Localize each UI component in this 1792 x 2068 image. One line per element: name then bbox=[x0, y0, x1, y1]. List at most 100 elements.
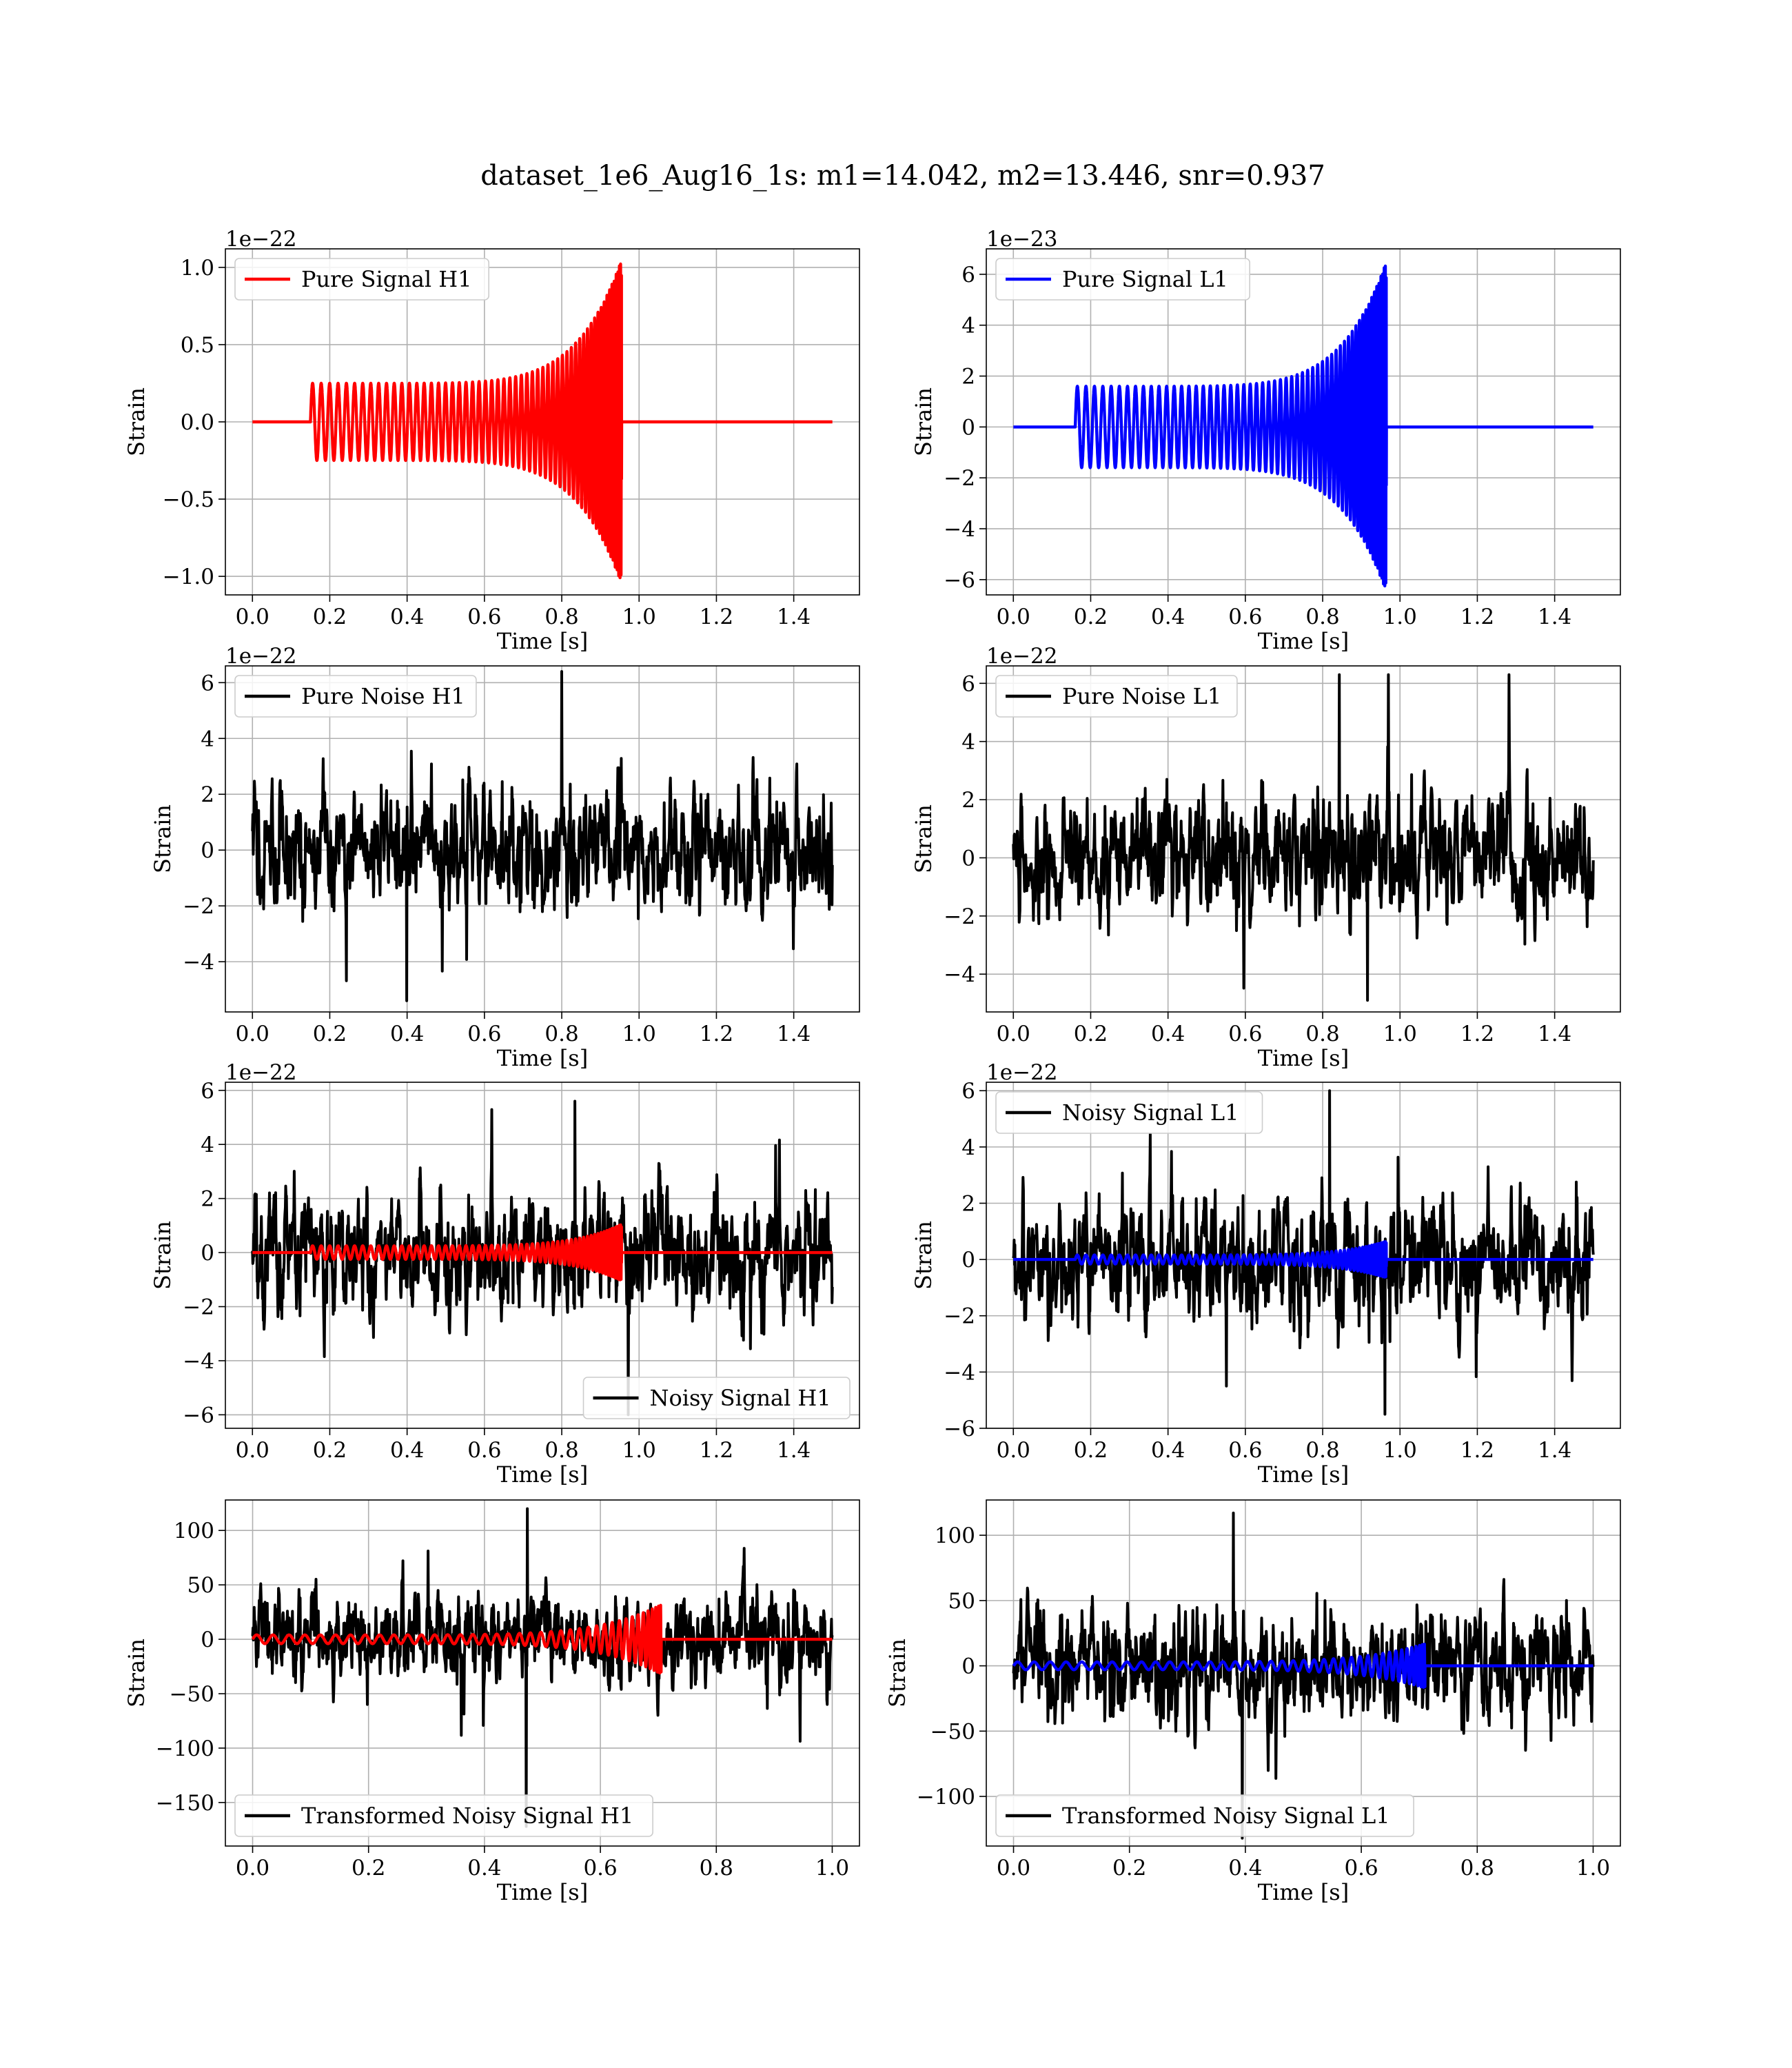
legend: Pure Signal L1 bbox=[995, 258, 1251, 301]
y-tick-label: 0 bbox=[201, 1628, 214, 1652]
series-group bbox=[251, 670, 834, 1002]
y-tick-label: −100 bbox=[917, 1785, 975, 1810]
y-tick-label: −2 bbox=[944, 1304, 975, 1329]
y-tick-label: 2 bbox=[961, 1191, 975, 1216]
y-tick-label: −150 bbox=[156, 1791, 214, 1816]
y-tick-label: 6 bbox=[961, 1079, 975, 1104]
x-tick-label: 0.2 bbox=[1074, 1438, 1108, 1463]
y-offset-text: 1e−22 bbox=[225, 227, 297, 252]
y-tick-label: −0.5 bbox=[163, 487, 214, 512]
y-tick-label: 4 bbox=[201, 727, 214, 751]
x-tick-label: 1.2 bbox=[1460, 1022, 1494, 1046]
y-axis-label: Strain bbox=[150, 1221, 176, 1290]
y-tick-label: −4 bbox=[944, 962, 975, 987]
y-tick-label: −50 bbox=[170, 1682, 214, 1707]
y-tick-label: −100 bbox=[156, 1736, 214, 1761]
y-tick-label: 100 bbox=[935, 1523, 975, 1548]
legend-label: Noisy Signal H1 bbox=[650, 1385, 831, 1411]
signal-line-1 bbox=[1012, 1643, 1594, 1689]
x-tick-label: 1.2 bbox=[1460, 1438, 1494, 1463]
axes-frame bbox=[986, 1499, 1621, 1847]
y-tick-label: −4 bbox=[944, 1360, 975, 1385]
legend-box bbox=[234, 1794, 653, 1837]
x-axis-label: Time [s] bbox=[497, 1879, 588, 1905]
x-tick-label: 0.8 bbox=[1305, 605, 1339, 629]
y-tick-label: 0.5 bbox=[181, 333, 214, 358]
y-tick-label: 4 bbox=[201, 1133, 214, 1157]
legend: Noisy Signal L1 bbox=[995, 1091, 1263, 1134]
x-tick-label: 0.4 bbox=[1228, 1856, 1262, 1881]
x-tick-label: 0.2 bbox=[313, 1438, 347, 1463]
legend-box bbox=[234, 675, 477, 718]
x-tick-label: 0.0 bbox=[997, 1438, 1030, 1463]
x-tick-label: 0.2 bbox=[1112, 1856, 1146, 1881]
x-tick-label: 0.6 bbox=[1228, 605, 1262, 629]
x-tick-label: 1.0 bbox=[1383, 605, 1417, 629]
x-tick-label: 0.4 bbox=[467, 1856, 501, 1881]
x-tick-label: 0.0 bbox=[236, 1856, 269, 1881]
x-tick-label: 0.0 bbox=[236, 605, 269, 629]
x-tick-label: 0.4 bbox=[1151, 605, 1185, 629]
y-tick-label: −2 bbox=[944, 904, 975, 929]
series-group bbox=[1012, 673, 1595, 1002]
series-group bbox=[251, 1507, 834, 1828]
legend-label: Pure Signal H1 bbox=[301, 266, 472, 292]
figure-title: dataset_1e6_Aug16_1s: m1=14.042, m2=13.4… bbox=[480, 160, 1325, 192]
x-tick-label: 0.2 bbox=[313, 605, 347, 629]
y-tick-label: −6 bbox=[944, 1417, 975, 1441]
x-tick-label: 1.0 bbox=[1383, 1022, 1417, 1046]
y-offset-text: 1e−22 bbox=[225, 1060, 297, 1085]
signal-line-0 bbox=[1013, 264, 1594, 588]
x-axis-label: Time [s] bbox=[1258, 1879, 1349, 1905]
x-tick-label: 0.6 bbox=[467, 1022, 501, 1046]
axes-frame bbox=[225, 1082, 860, 1429]
legend-box bbox=[582, 1377, 851, 1419]
legend-label: Transformed Noisy Signal H1 bbox=[301, 1803, 633, 1829]
grid bbox=[225, 1082, 859, 1428]
y-tick-label: −2 bbox=[183, 1295, 214, 1320]
x-tick-label: 0.8 bbox=[1305, 1438, 1339, 1463]
x-tick-label: 1.0 bbox=[815, 1856, 849, 1881]
x-tick-label: 0.6 bbox=[583, 1856, 617, 1881]
x-axis-label: Time [s] bbox=[1258, 1461, 1349, 1488]
x-tick-label: 0.4 bbox=[390, 1022, 424, 1046]
x-tick-label: 0.8 bbox=[544, 605, 578, 629]
y-axis-label: Strain bbox=[910, 804, 937, 873]
y-offset-text: 1e−22 bbox=[986, 1060, 1058, 1085]
series-group bbox=[1013, 264, 1594, 588]
y-tick-label: −6 bbox=[183, 1403, 214, 1428]
x-tick-label: 0.2 bbox=[313, 1022, 347, 1046]
x-tick-label: 0.2 bbox=[1074, 1022, 1108, 1046]
x-tick-label: 0.0 bbox=[997, 1022, 1030, 1046]
legend-box bbox=[995, 1794, 1414, 1837]
axes-frame bbox=[986, 665, 1621, 1013]
legend: Pure Noise H1 bbox=[234, 675, 477, 718]
x-tick-label: 0.2 bbox=[352, 1856, 385, 1881]
x-tick-label: 0.6 bbox=[1344, 1856, 1378, 1881]
panel-transformed-noisy-signal-h1: 0.0 0.2 0.4 0.6 0.8 1.0 −150 −100 −50 0 50 100 Time … bbox=[123, 1499, 860, 1905]
y-axis-label: Strain bbox=[910, 387, 937, 456]
x-tick-label: 1.0 bbox=[622, 1438, 656, 1463]
x-tick-label: 1.4 bbox=[777, 1022, 811, 1046]
y-tick-label: 4 bbox=[961, 314, 975, 338]
y-axis-label: Strain bbox=[150, 804, 176, 873]
y-tick-label: −2 bbox=[183, 894, 214, 919]
x-axis-label: Time [s] bbox=[1258, 1045, 1349, 1071]
y-tick-label: −2 bbox=[944, 466, 975, 491]
x-tick-label: 0.8 bbox=[544, 1022, 578, 1046]
x-tick-label: 1.4 bbox=[1538, 1438, 1571, 1463]
panel-pure-noise-h1: 0.0 0.2 0.4 0.6 0.8 1.0 1.2 1.4 −4 −2 0 2 4 6 Time [s]… bbox=[150, 644, 860, 1071]
y-tick-label: 50 bbox=[187, 1573, 214, 1598]
y-tick-label: 100 bbox=[174, 1519, 214, 1543]
y-tick-label: 2 bbox=[961, 788, 975, 813]
x-tick-label: 0.6 bbox=[467, 605, 501, 629]
noise-line-0 bbox=[251, 1507, 834, 1828]
x-tick-label: 0.4 bbox=[390, 605, 424, 629]
x-tick-label: 1.0 bbox=[622, 1022, 656, 1046]
x-tick-label: 0.8 bbox=[544, 1438, 578, 1463]
y-tick-label: −6 bbox=[944, 568, 975, 593]
x-tick-label: 1.0 bbox=[622, 605, 656, 629]
legend-label: Pure Noise H1 bbox=[301, 683, 465, 709]
y-tick-label: −4 bbox=[944, 517, 975, 542]
